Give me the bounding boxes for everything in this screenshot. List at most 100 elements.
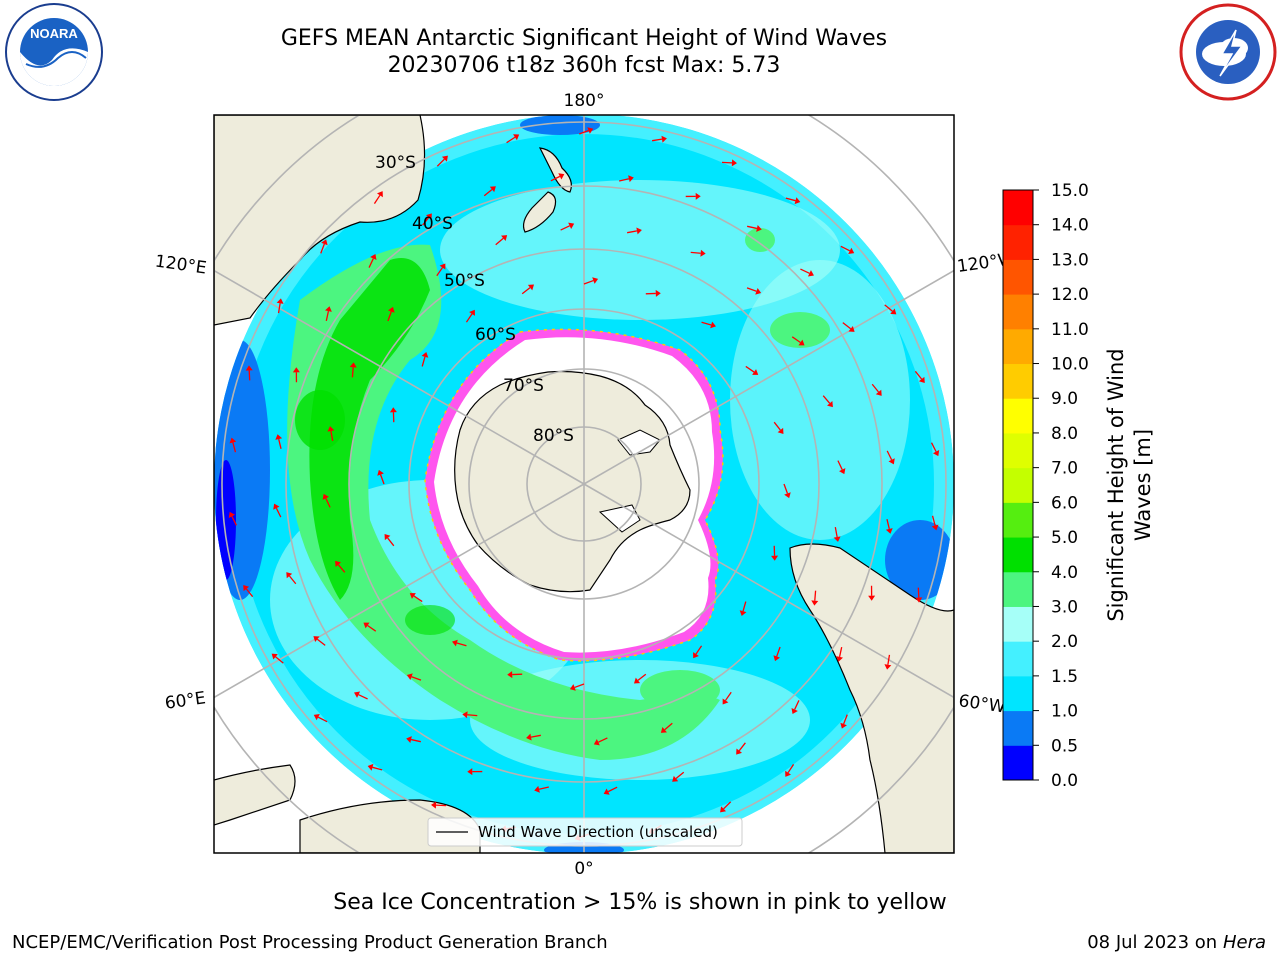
wave-arrow-head [462, 711, 468, 719]
wave-arrow-shaft [411, 676, 422, 681]
colorbar-segment [1003, 710, 1033, 746]
wave-arrow-shaft [317, 716, 328, 723]
colorbar-tick-label: 15.0 [1051, 181, 1089, 201]
colorbar-segment [1003, 398, 1033, 434]
wave-arrow-shaft [886, 519, 890, 530]
wave-arrow-shaft [701, 321, 712, 326]
wave-arrow-head [387, 306, 395, 313]
lat-label-30s: 30°S [375, 153, 416, 173]
wave-arrow-head [710, 321, 716, 329]
lon-label-180: 180° [564, 91, 605, 111]
wave-arrow-shaft [574, 683, 585, 689]
wave-arrow-head [848, 247, 855, 254]
colorbar-segment [1003, 467, 1033, 503]
wave-arrow-head [773, 655, 781, 662]
wave-arrow-head [798, 339, 805, 346]
wave-arrow-shaft [410, 738, 421, 743]
wave-arrow-head [439, 263, 446, 270]
wave-arrow-head [367, 763, 374, 771]
wave-arrow-head [811, 600, 819, 606]
wave-arrow-head [807, 270, 814, 277]
wave-arrow-head [839, 468, 846, 475]
lat-label-60s: 60°S [475, 325, 516, 345]
wave-arrow-head [720, 806, 727, 813]
wave-arrow-head [833, 536, 841, 542]
wave-arrow-head [794, 197, 801, 205]
map-legend: Wind Wave Direction (unscaled) [427, 817, 743, 847]
wave-arrow-shaft [583, 279, 594, 285]
colorbar-tick-label: 0.5 [1051, 736, 1078, 756]
footer-date: 08 Jul 2023 on Hera [1087, 932, 1266, 953]
wave-arrow-head [603, 788, 610, 795]
wave-arrow-shaft [776, 646, 781, 657]
wave-arrow-head [661, 135, 667, 143]
wave-arrow-head [693, 652, 699, 659]
wave-arrow-shaft [278, 438, 282, 449]
wave-arrow-head [756, 225, 762, 232]
wave-arrow-head [376, 191, 383, 198]
wave-arrow-shaft [372, 766, 383, 771]
wave-arrow-head [885, 528, 893, 534]
colorbar-segment [1003, 432, 1033, 469]
wave-arrow-head [513, 134, 520, 141]
colorbar-segment [1003, 328, 1033, 365]
lon-label-120e: 120°E [154, 252, 208, 279]
wave-arrow-shaft [275, 656, 284, 664]
wave-arrow-shaft [931, 515, 936, 526]
wave-arrow-head [785, 770, 792, 777]
wave-arrow-head [848, 326, 855, 332]
wave-arrow-shaft [435, 804, 447, 807]
wave-arrow-head [722, 698, 729, 705]
colorbar-segment [1003, 571, 1033, 607]
wave-arrow-shaft [379, 474, 385, 485]
wave-arrow-shaft [785, 197, 796, 202]
lat-label-70s: 70°S [503, 376, 544, 396]
wave-arrow-shaft [887, 654, 891, 665]
wave-arrow-head [755, 287, 762, 295]
wave-arrow-shaft [664, 722, 673, 731]
colorbar-segment [1003, 641, 1033, 677]
wave-arrow-shaft [422, 216, 430, 226]
wave-arrow-shaft [275, 507, 282, 518]
wave-arrow-head [915, 597, 923, 603]
wave-arrow-head [273, 503, 280, 510]
wave-arrow-shaft [724, 691, 732, 701]
wave-arrow-head [633, 677, 641, 684]
lat-label-80s: 80°S [533, 426, 574, 446]
wave-arrow-shaft [436, 158, 445, 167]
south-america-land [789, 543, 954, 853]
lon-label-60w: 60°W [957, 691, 1006, 717]
footer-host: Hera [1222, 932, 1266, 953]
wave-arrow-shaft [794, 700, 800, 710]
wave-arrow-head [275, 434, 283, 440]
wave-arrow-shaft [521, 287, 531, 295]
wave-arrow-shaft [837, 460, 843, 470]
wave-arrow-head [313, 636, 320, 642]
wave-arrow-shaft [421, 356, 426, 367]
wave-arrow-head [836, 656, 843, 662]
wave-arrow-head [628, 175, 634, 183]
footer-credit: NCEP/EMC/Verification Post Processing Pr… [12, 932, 608, 953]
wave-arrow-shaft [871, 383, 880, 393]
colorbar-tick-label: 9.0 [1051, 389, 1078, 409]
wave-arrow-head [452, 639, 458, 647]
wave-arrow-head [406, 673, 413, 681]
wave-arrow-shaft [330, 430, 334, 441]
colorbar-tick-label: 13.0 [1051, 250, 1089, 270]
colorbar-tick-label: 1.5 [1051, 667, 1078, 687]
wave-arrow-head [243, 584, 250, 592]
colorbar-segment [1003, 675, 1033, 712]
colorbar-tick-label: 11.0 [1051, 320, 1089, 340]
wave-arrow-head [875, 389, 882, 396]
wave-arrow-shaft [747, 225, 758, 230]
wave-arrow-shaft [738, 742, 746, 752]
wave-arrow-head [655, 289, 661, 297]
colorbar-segment [1003, 259, 1033, 295]
colorbar-tick-label: 14.0 [1051, 216, 1089, 236]
wave-arrow-shaft [814, 590, 817, 601]
wave-arrow-shaft [530, 734, 541, 738]
colorbar-border [1002, 189, 1034, 781]
wave-arrow-head [327, 426, 335, 432]
footer-date-text: 08 Jul 2023 on [1087, 932, 1218, 953]
